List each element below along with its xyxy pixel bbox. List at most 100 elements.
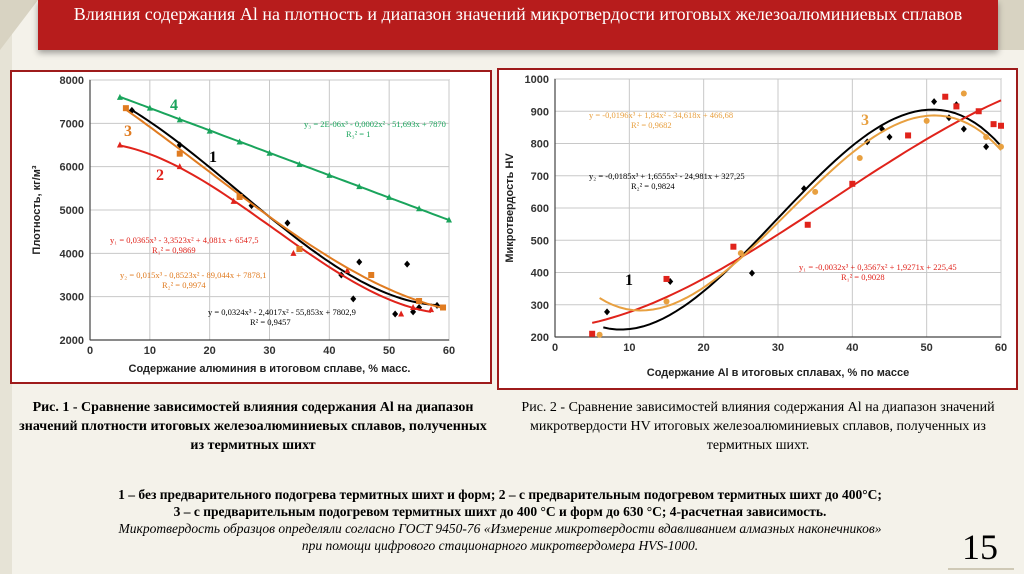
page-number-underline bbox=[948, 568, 1014, 570]
series-1-r-squared: R² = 0,9457 bbox=[250, 317, 291, 327]
series-2-point bbox=[230, 197, 237, 204]
series-1-point bbox=[356, 258, 363, 266]
series-4-equation: y₃ = 2E-06x³ - 0,0002x² - 51,693x + 7870 bbox=[304, 119, 446, 129]
y-tick-label: 3000 bbox=[60, 292, 84, 304]
y-tick-label: 500 bbox=[531, 235, 549, 247]
series-2-point bbox=[953, 103, 960, 110]
series-1-equation: y₂ = -0,0185x³ + 1,6555x² - 24,981x + 32… bbox=[589, 171, 745, 181]
series-2-point bbox=[975, 108, 982, 115]
page-number: 15 bbox=[962, 527, 998, 567]
x-tick-label: 40 bbox=[846, 342, 858, 354]
series-1-point bbox=[886, 133, 893, 141]
y-tick-label: 2000 bbox=[60, 335, 84, 347]
series-4-point bbox=[146, 104, 153, 111]
series-1-point bbox=[748, 269, 755, 277]
series-3-r-squared: R² = 0,9682 bbox=[631, 120, 672, 130]
series-4-point bbox=[296, 161, 303, 167]
series-2-trendline bbox=[119, 144, 432, 313]
series-3-point bbox=[236, 194, 243, 200]
series-3-point bbox=[368, 272, 375, 278]
series-1-equation: y = 0,0324x³ - 2,4017x² - 55,853x + 7802… bbox=[208, 307, 356, 317]
y-tick-label: 5000 bbox=[60, 205, 84, 217]
y-tick-label: 600 bbox=[531, 203, 549, 215]
series-1-label: 1 bbox=[209, 149, 217, 166]
y-tick-label: 4000 bbox=[60, 248, 84, 260]
left-stripe bbox=[0, 0, 12, 574]
x-tick-label: 60 bbox=[995, 342, 1007, 354]
series-1-point bbox=[960, 125, 967, 133]
series-1-point bbox=[404, 260, 411, 268]
note-line-1: 1 – без предварительного подогрева терми… bbox=[118, 487, 882, 502]
y-axis-label: Микротвердость HV bbox=[504, 153, 516, 263]
series-2-trendline bbox=[591, 99, 1002, 324]
series-2-point bbox=[905, 132, 912, 139]
y-axis-label: Плотность, кг/м³ bbox=[31, 165, 43, 254]
series-2-point bbox=[990, 121, 997, 128]
y-tick-label: 6000 bbox=[60, 162, 84, 174]
y-tick-label: 7000 bbox=[60, 118, 84, 130]
series-4-point bbox=[206, 127, 213, 134]
density-chart: 2000 3000 4000 5000 6000 7000 8000 0 10 20 30 40 50 6… bbox=[31, 75, 455, 375]
series-4-point bbox=[416, 205, 423, 212]
series-3-equation: y = -0,0196x³ + 1,84x² - 34,618x + 466,6… bbox=[589, 110, 733, 120]
series-2-equation: y₁ = -0,0032x³ + 0,3567x² + 1,9271x + 22… bbox=[799, 262, 957, 272]
series-3-trendline bbox=[599, 114, 1002, 312]
series-3-point bbox=[176, 150, 183, 157]
note-line-2: 3 – с предварительным подогревом термитн… bbox=[173, 504, 827, 519]
x-tick-label: 20 bbox=[204, 345, 216, 357]
title-right-decoration bbox=[998, 0, 1024, 50]
x-tick-label: 0 bbox=[552, 342, 558, 354]
series-3-point bbox=[856, 155, 863, 162]
series-4-point bbox=[326, 171, 333, 178]
series-2-point bbox=[410, 304, 417, 310]
series-2-label: 2 bbox=[156, 167, 164, 184]
series-3-point bbox=[983, 134, 990, 141]
slide-title: Влияния содержания Al на плотность и диа… bbox=[73, 4, 963, 24]
y-tick-label: 700 bbox=[531, 171, 549, 183]
y-tick-label: 800 bbox=[531, 139, 549, 151]
title-corner-decoration bbox=[0, 0, 38, 50]
note-line-3: Микротвердость образцов определяли согла… bbox=[118, 521, 882, 536]
series-2-point bbox=[998, 122, 1004, 129]
x-tick-label: 10 bbox=[623, 342, 635, 354]
series-3-label: 3 bbox=[124, 123, 132, 140]
x-axis-label: Содержание Al в итоговых сплавах, % по м… bbox=[647, 367, 909, 379]
y-tick-label: 200 bbox=[531, 332, 549, 344]
series-1-point bbox=[983, 143, 990, 151]
series-3-r-squared: R₂² = 0,9974 bbox=[162, 280, 206, 290]
series-1-point bbox=[410, 308, 417, 316]
hardness-chart: 200 300 400 500 600 700 800 900 1000 0 10 20 30 40 50 6… bbox=[504, 74, 1007, 379]
series-1-trendline bbox=[603, 108, 1002, 331]
series-2-point bbox=[398, 310, 405, 317]
series-3-point bbox=[737, 250, 744, 257]
series-4-label: 4 bbox=[170, 97, 178, 114]
series-3-point bbox=[122, 105, 129, 112]
series-1-r-squared: R₂² = 0,9824 bbox=[631, 181, 675, 191]
series-3-point bbox=[416, 298, 423, 304]
figure-1-caption: Рис. 1 - Сравнение зависимостей влияния … bbox=[19, 400, 487, 453]
x-tick-label: 40 bbox=[323, 345, 335, 357]
figure-2-caption: Рис. 2 - Сравнение зависимостей влияния … bbox=[521, 400, 995, 453]
series-2-r-squared: R₁² = 0,9028 bbox=[841, 272, 885, 282]
series-1-point bbox=[284, 219, 291, 227]
title-banner: Влияния содержания Al на плотность и диа… bbox=[38, 0, 998, 50]
series-2-point bbox=[663, 275, 670, 282]
x-tick-label: 20 bbox=[698, 342, 710, 354]
series-3-point bbox=[596, 331, 603, 338]
x-tick-label: 50 bbox=[383, 345, 395, 357]
series-2-point bbox=[589, 330, 596, 337]
series-3-point bbox=[440, 304, 447, 311]
series-4-point bbox=[176, 116, 183, 123]
y-tick-label: 300 bbox=[531, 300, 549, 312]
legend-notes: 1 – без предварительного подогрева терми… bbox=[40, 486, 960, 554]
series-4-point bbox=[236, 138, 243, 145]
y-tick-label: 900 bbox=[531, 106, 549, 118]
series-4-point bbox=[116, 93, 123, 100]
x-tick-label: 50 bbox=[921, 342, 933, 354]
series-3-point bbox=[923, 117, 930, 124]
series-2-point bbox=[942, 93, 949, 100]
series-3-point bbox=[960, 90, 967, 97]
x-axis-label: Содержание алюминия в итоговом сплаве, %… bbox=[129, 363, 411, 375]
series-2-point bbox=[804, 221, 811, 228]
series-4-point bbox=[266, 149, 273, 156]
